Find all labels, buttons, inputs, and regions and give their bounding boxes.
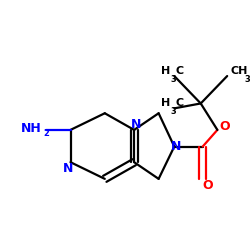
Text: 3: 3 xyxy=(245,75,250,84)
Text: 3: 3 xyxy=(170,107,176,116)
Text: N: N xyxy=(131,118,141,130)
Text: C: C xyxy=(175,98,184,108)
Text: H: H xyxy=(161,66,170,76)
Text: N: N xyxy=(171,140,181,153)
Text: N: N xyxy=(63,162,74,174)
Text: 3: 3 xyxy=(170,75,176,84)
Text: O: O xyxy=(219,120,230,134)
Text: NH: NH xyxy=(20,122,41,136)
Text: O: O xyxy=(202,179,213,192)
Text: C: C xyxy=(175,66,184,76)
Text: 2: 2 xyxy=(43,129,49,138)
Text: H: H xyxy=(161,98,170,108)
Text: CH: CH xyxy=(230,66,248,76)
